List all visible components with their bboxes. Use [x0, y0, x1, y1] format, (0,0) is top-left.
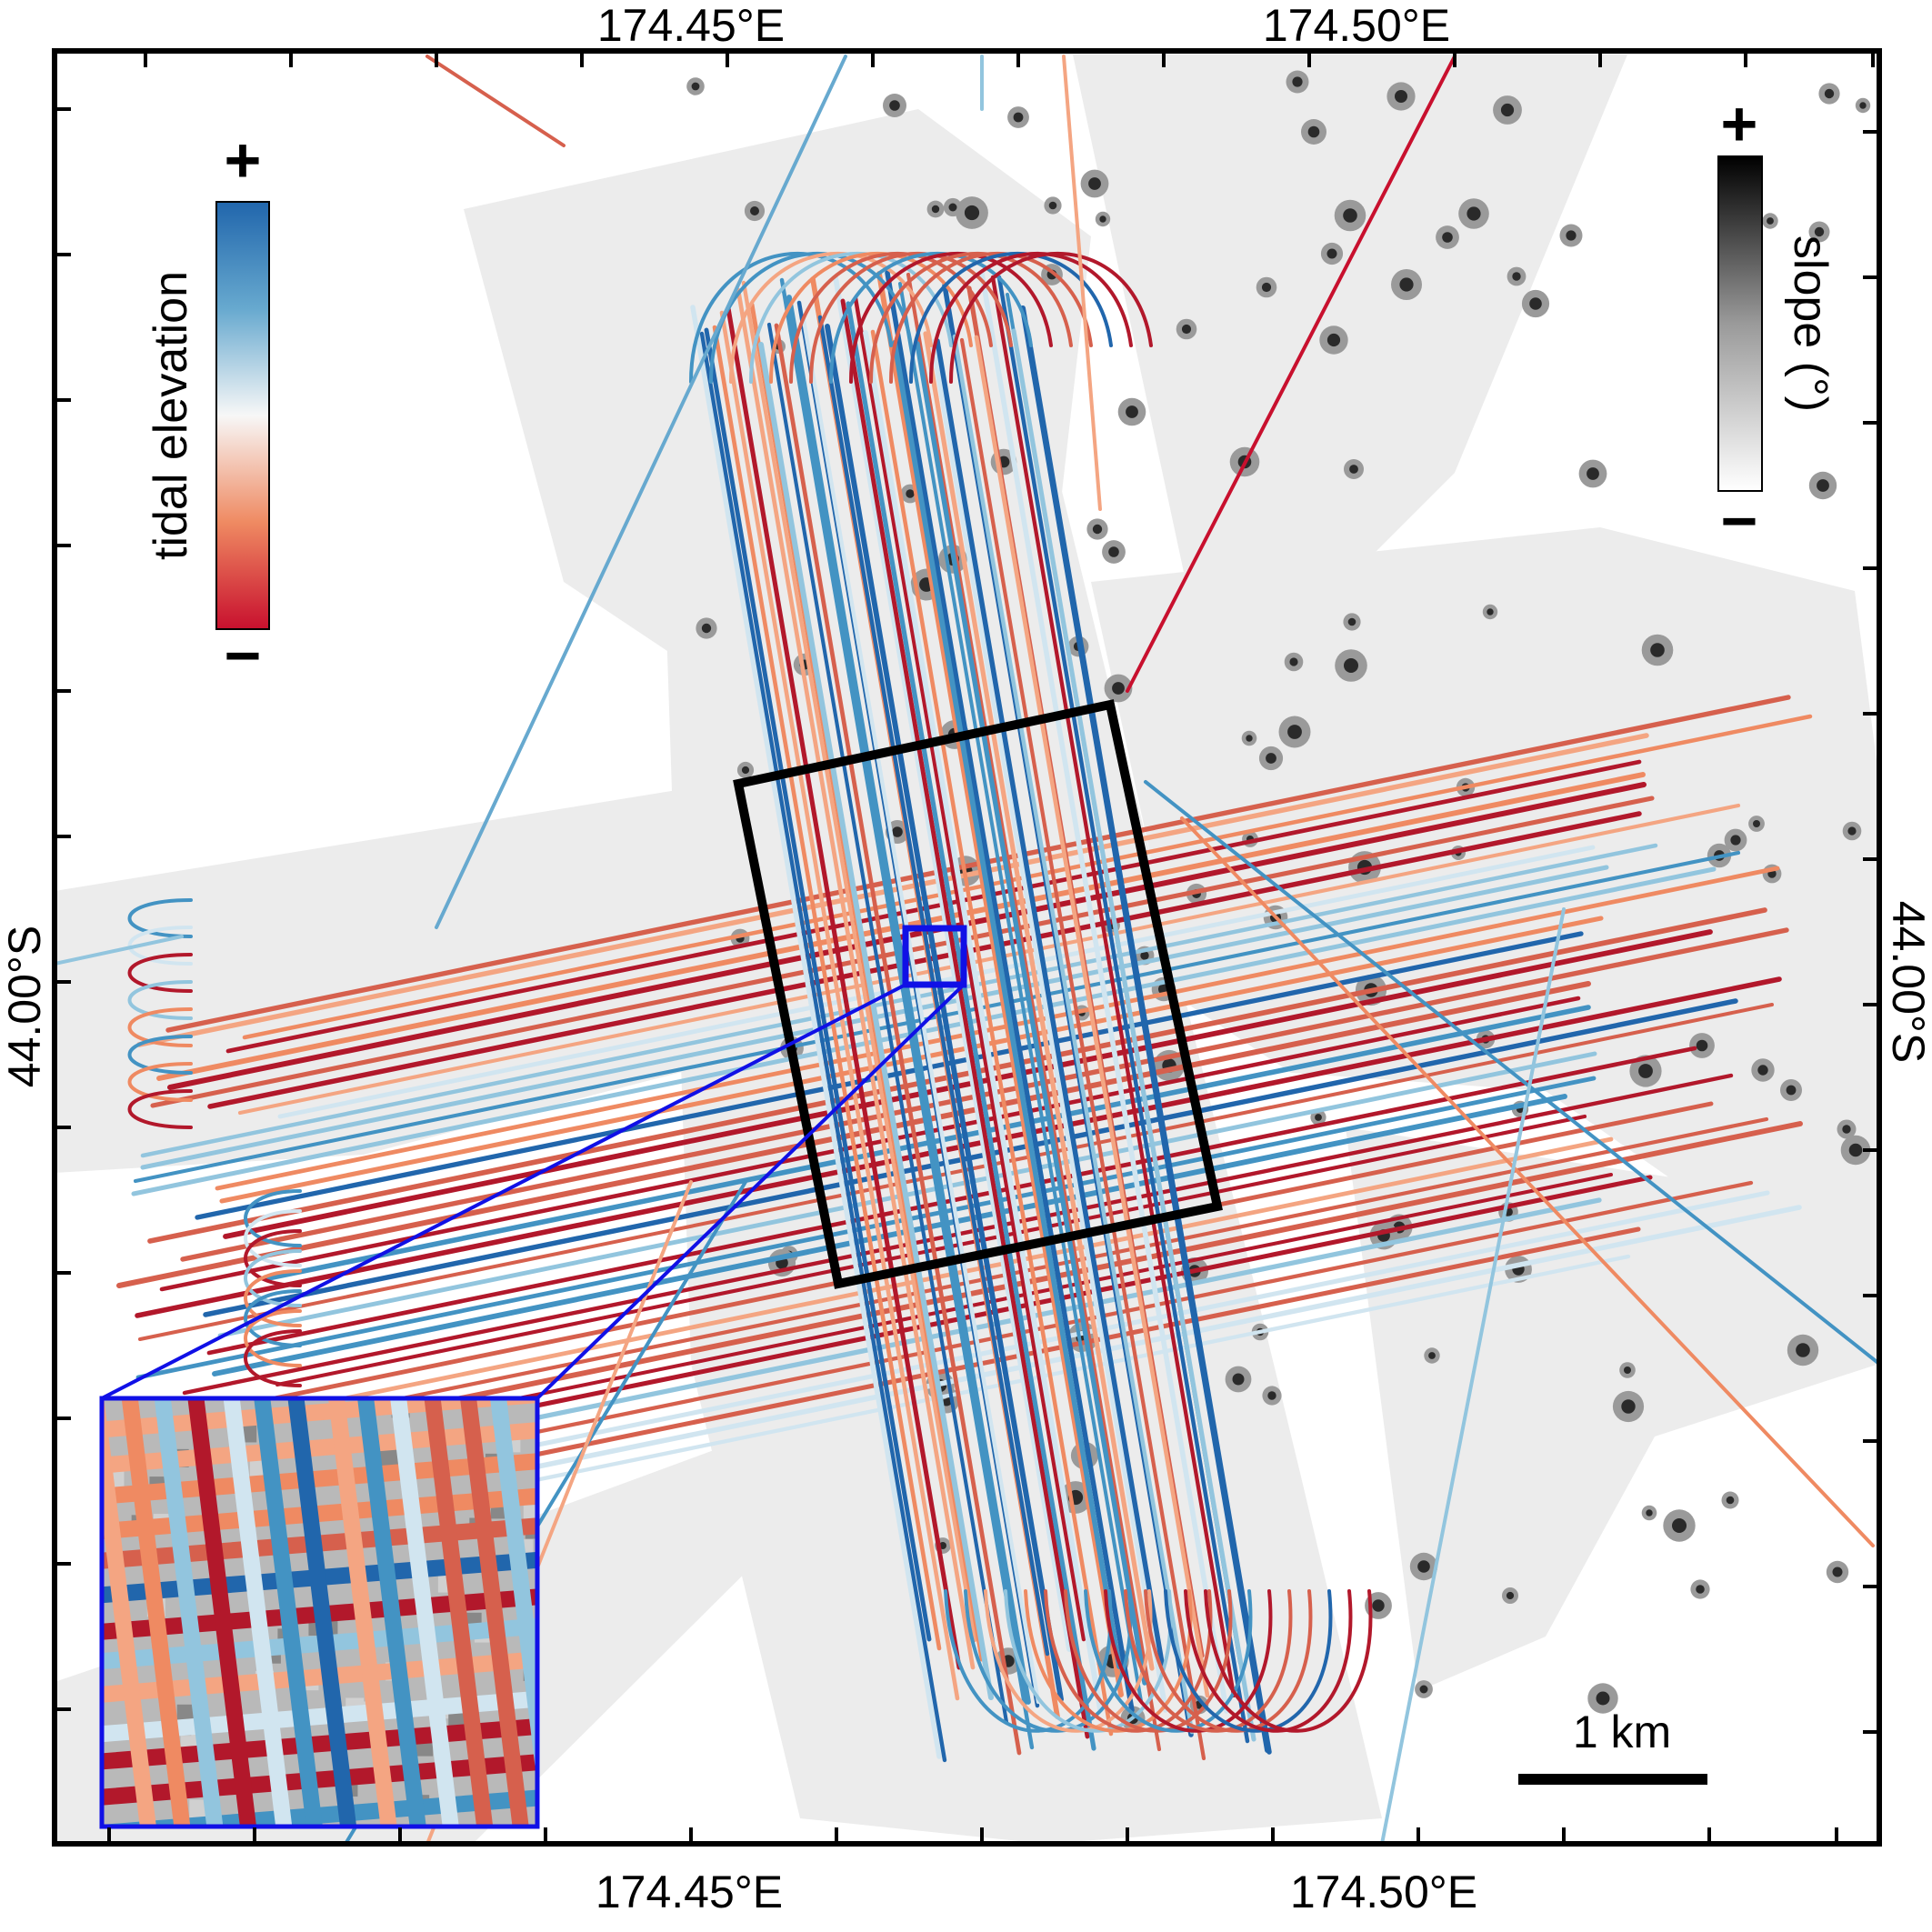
slope-legend-title: slope (°) — [1784, 235, 1837, 412]
tidal-elevation-legend: + − tidal elevation — [145, 125, 270, 691]
slope-minus-sign: − — [1721, 486, 1758, 556]
zoom-inset — [99, 1396, 540, 1829]
zoom-connector-right — [536, 983, 966, 1400]
survey-box — [733, 699, 1223, 1289]
map-frame — [52, 48, 1882, 1847]
top-lon-label-1: 174.45°E — [597, 0, 785, 51]
slope-plus-sign: + — [1721, 88, 1758, 159]
right-lat-label: 44.00°S — [1883, 901, 1932, 1063]
tidal-legend-title: tidal elevation — [145, 271, 197, 560]
tidal-plus-sign: + — [225, 125, 262, 195]
zoom-connector-left — [101, 983, 906, 1400]
slope-colorbar — [1717, 155, 1763, 492]
tidal-minus-sign: − — [225, 620, 262, 691]
slope-legend: + − slope (°) — [1717, 88, 1837, 556]
zoom-box — [902, 925, 967, 988]
bottom-lon-label-1: 174.45°E — [596, 1867, 783, 1917]
seamount-features — [686, 70, 1871, 1731]
frame-ticks — [55, 51, 1879, 1844]
scale-bar-label: 1 km — [1573, 1707, 1671, 1757]
bottom-lon-label-2: 174.50°E — [1290, 1867, 1477, 1917]
coverage-swath-se — [1346, 1127, 1879, 1691]
left-lat-label: 44.00°S — [0, 926, 50, 1087]
top-lon-label-2: 174.50°E — [1263, 0, 1450, 51]
scale-bar-line — [1518, 1774, 1707, 1785]
scale-bar: 1 km — [1518, 1707, 1707, 1785]
tidal-colorbar — [215, 201, 270, 630]
